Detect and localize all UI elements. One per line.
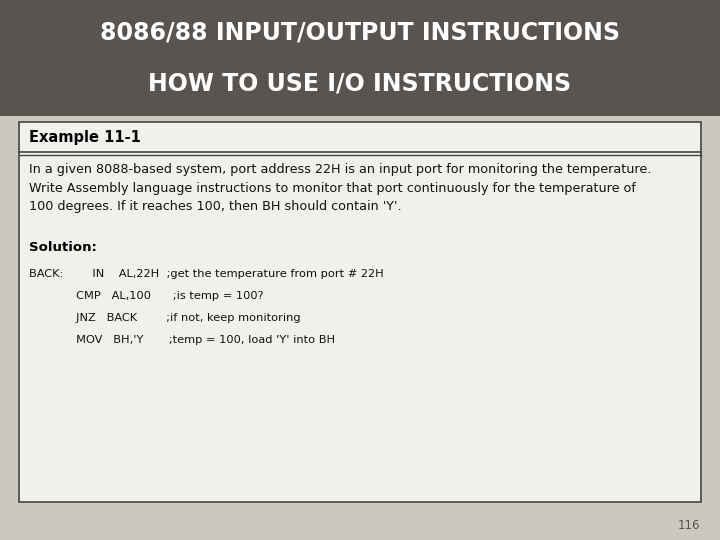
- Text: In a given 8088-based system, port address 22H is an input port for monitoring t: In a given 8088-based system, port addre…: [30, 163, 652, 213]
- Text: MOV   BH,'Y       ;temp = 100, load 'Y' into BH: MOV BH,'Y ;temp = 100, load 'Y' into BH: [30, 335, 336, 345]
- Text: JNZ   BACK        ;if not, keep monitoring: JNZ BACK ;if not, keep monitoring: [30, 313, 301, 323]
- Bar: [0, 0, 720, 116]
- Text: 116: 116: [678, 519, 700, 532]
- Text: Example 11-1: Example 11-1: [30, 130, 141, 145]
- Text: CMP   AL,100      ;is temp = 100?: CMP AL,100 ;is temp = 100?: [30, 291, 264, 301]
- Text: BACK:        IN    AL,22H  ;get the temperature from port # 22H: BACK: IN AL,22H ;get the temperature fro…: [30, 269, 384, 279]
- Text: Solution:: Solution:: [30, 241, 97, 254]
- Text: HOW TO USE I/O INSTRUCTIONS: HOW TO USE I/O INSTRUCTIONS: [148, 72, 572, 96]
- Text: 8086/88 INPUT/OUTPUT INSTRUCTIONS: 8086/88 INPUT/OUTPUT INSTRUCTIONS: [100, 21, 620, 44]
- Bar: [19, 122, 701, 502]
